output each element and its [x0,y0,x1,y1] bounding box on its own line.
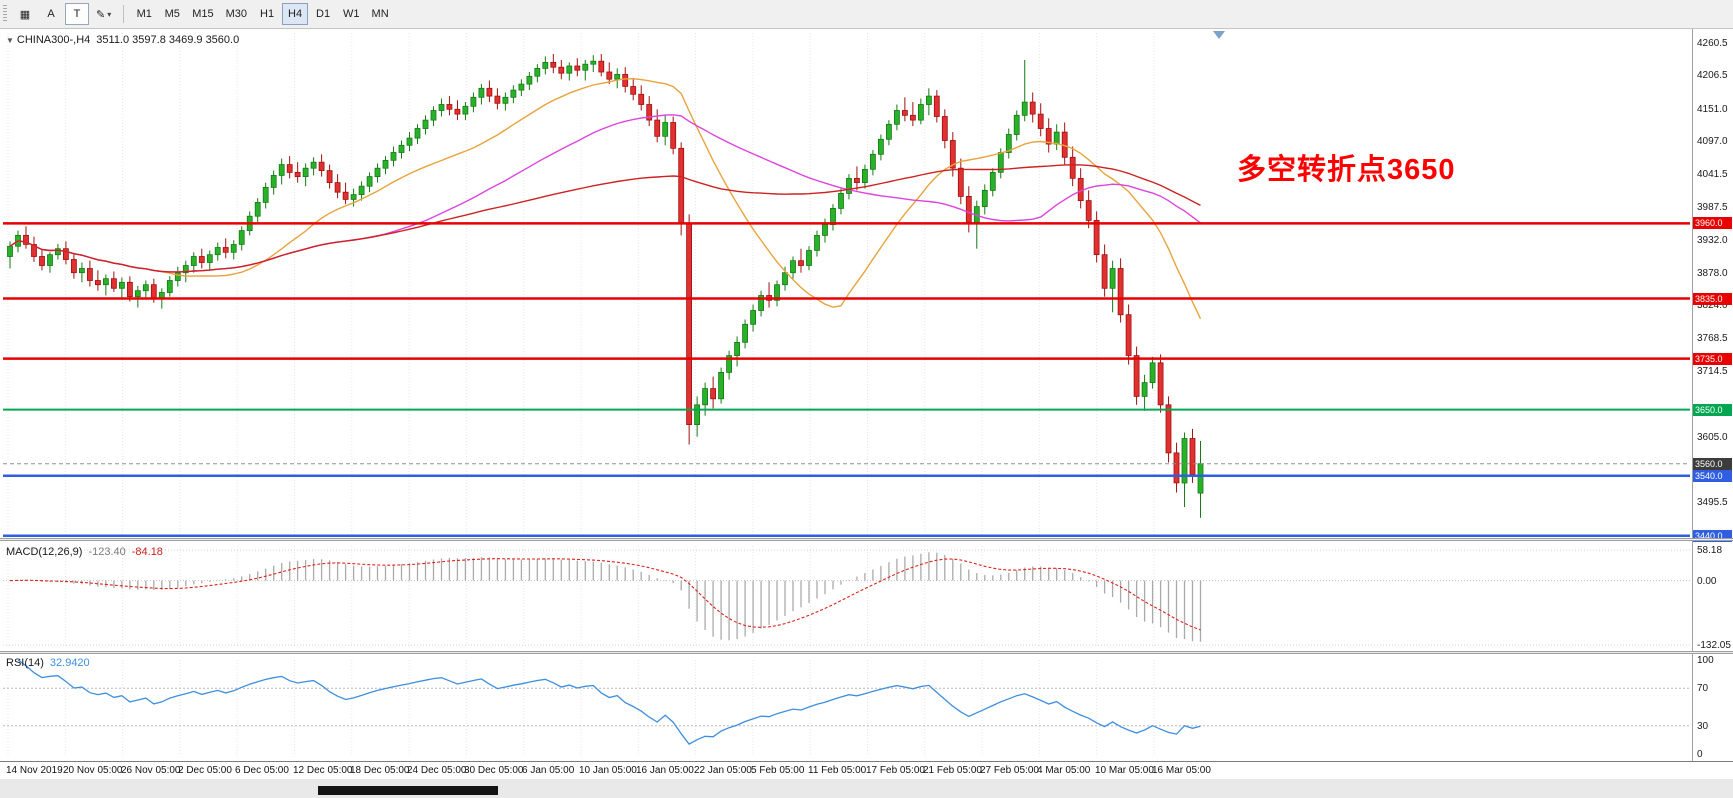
pane-separator[interactable] [0,651,1733,654]
price-tick-label: 3987.5 [1697,201,1728,213]
chart-title: ▼ CHINA300-,H4 3511.0 3597.8 3469.9 3560.0 [6,34,245,46]
tf-m5[interactable]: M5 [159,3,185,25]
toolbar-separator [123,5,125,23]
time-tick-label: 2 Dec 05:00 [178,765,232,776]
price-badge-3650.0: 3650.0 [1693,404,1732,416]
time-tick-label: 6 Jan 05:00 [522,765,575,776]
price-badge-3960.0: 3960.0 [1693,217,1732,229]
time-tick-label: 6 Dec 05:00 [235,765,289,776]
rsi-line [17,659,1201,745]
ma-20-line [9,77,1202,320]
price-tick-label: 4151.0 [1697,103,1728,115]
time-tick-label: 26 Nov 05:00 [121,765,181,776]
rsi-axis-label: 100 [1697,655,1714,666]
tf-w1[interactable]: W1 [338,3,365,25]
price-badge-3735.0: 3735.0 [1693,353,1732,365]
charts-grid-icon[interactable]: ▦ [13,3,37,25]
time-tick-label: 21 Feb 05:00 [923,765,982,776]
macd-signal-value: -84.18 [131,546,163,558]
time-tick-label: 4 Mar 05:00 [1037,765,1091,776]
price-tick-label: 3824.0 [1697,300,1728,312]
time-tick-label: 22 Jan 05:00 [694,765,752,776]
symbol-period-label: CHINA300-,H4 [16,34,91,46]
rsi-header: RSI(14) 32.9420 [6,657,96,669]
grid-layer [7,33,1155,754]
rsi-value: 32.9420 [49,657,90,669]
chart-window [0,28,1733,780]
time-tick-label: 10 Mar 05:00 [1095,765,1154,776]
price-axis [1692,28,1733,761]
macd-axis-label: 0.00 [1697,575,1717,587]
time-tick-label: 10 Jan 05:00 [579,765,637,776]
rsi-axis-label: 30 [1697,720,1709,732]
ma-45-line [9,114,1201,273]
price-tick-label: 3878.0 [1697,267,1728,279]
text-tool-button[interactable]: T [65,3,89,25]
time-tick-label: 12 Dec 05:00 [293,765,353,776]
ma-90-line [9,164,1201,273]
tf-m1[interactable]: M1 [131,3,157,25]
tf-m30[interactable]: M30 [221,3,252,25]
time-tick-label: 17 Feb 05:00 [866,765,925,776]
macd-label: MACD(12,26,9) [6,546,83,558]
bottom-dark-segment [318,786,498,795]
chevron-down-icon: ▾ [107,9,112,19]
time-tick-label: 11 Feb 05:00 [808,765,867,776]
tf-h4[interactable]: H4 [282,3,309,25]
ohlc-values: 3511.0 3597.8 3469.9 3560.0 [96,34,240,46]
tf-d1[interactable]: D1 [310,3,336,25]
time-tick-label: 20 Nov 05:00 [63,765,123,776]
price-tick-label: 4206.5 [1697,70,1728,82]
price-tick-label: 4260.5 [1697,37,1728,49]
price-tick-label: 3495.5 [1697,497,1728,509]
macd-axis-label: 58.18 [1697,545,1723,556]
pencil-icon: ✎ [96,8,106,21]
time-tick-label: 18 Dec 05:00 [350,765,410,776]
macd-value: -123.40 [88,546,126,558]
rsi-axis-label: 70 [1697,683,1709,695]
macd-histogram [17,552,1202,642]
price-tick-label: 4041.5 [1697,169,1728,181]
price-badge-3560.0: 3560.0 [1693,458,1732,470]
bottom-strip [0,779,1733,798]
candles-layer [7,54,1204,518]
toolbar-drag-handle[interactable] [3,5,7,23]
time-axis: 14 Nov 2019 20 Nov 05:00 26 Nov 05:00 2 Dec… [0,761,1733,780]
tf-h1[interactable]: H1 [254,3,280,25]
macd-axis-label: -132.05 [1697,640,1731,651]
pane-separator[interactable] [0,538,1733,541]
rsi-axis-label: 0 [1697,749,1703,760]
text-annotation[interactable]: 多空转折点3650 [1237,154,1456,186]
chart-icon: ▼ [6,36,14,45]
time-tick-label: 14 Nov 2019 [6,765,63,776]
toolbar: ▦ A T ✎ ▾ M1 M5 M15 M30 H1 H4 D1 W1 MN [0,0,1733,29]
macd-signal-line [9,558,1201,631]
price-badge-3540.0: 3540.0 [1693,470,1732,482]
time-tick-label: 30 Dec 05:00 [464,765,524,776]
price-tick-label: 3605.0 [1697,431,1728,443]
cursor-tool-button[interactable]: A [39,3,63,25]
price-tick-label: 3714.5 [1697,365,1728,377]
tf-m15[interactable]: M15 [187,3,218,25]
time-tick-label: 5 Feb 05:00 [751,765,805,776]
time-tick-label: 24 Dec 05:00 [407,765,467,776]
time-tick-label: 16 Jan 05:00 [636,765,694,776]
tf-mn[interactable]: MN [367,3,394,25]
time-tick-label: 16 Mar 05:00 [1152,765,1211,776]
rsi-label: RSI(14) [6,657,44,669]
timeframe-group: M1 M5 M15 M30 H1 H4 D1 W1 MN [130,3,394,25]
price-tick-label: 3932.0 [1697,235,1728,247]
price-tick-label: 3768.5 [1697,333,1728,345]
price-badge-3835.0: 3835.0 [1693,293,1732,305]
shift-marker-icon[interactable] [1213,31,1225,39]
time-tick-label: 27 Feb 05:00 [980,765,1039,776]
macd-header: MACD(12,26,9) -123.40 -84.18 [6,546,169,558]
draw-tool-button[interactable]: ✎ ▾ [91,3,116,25]
price-tick-label: 4097.0 [1697,136,1728,148]
